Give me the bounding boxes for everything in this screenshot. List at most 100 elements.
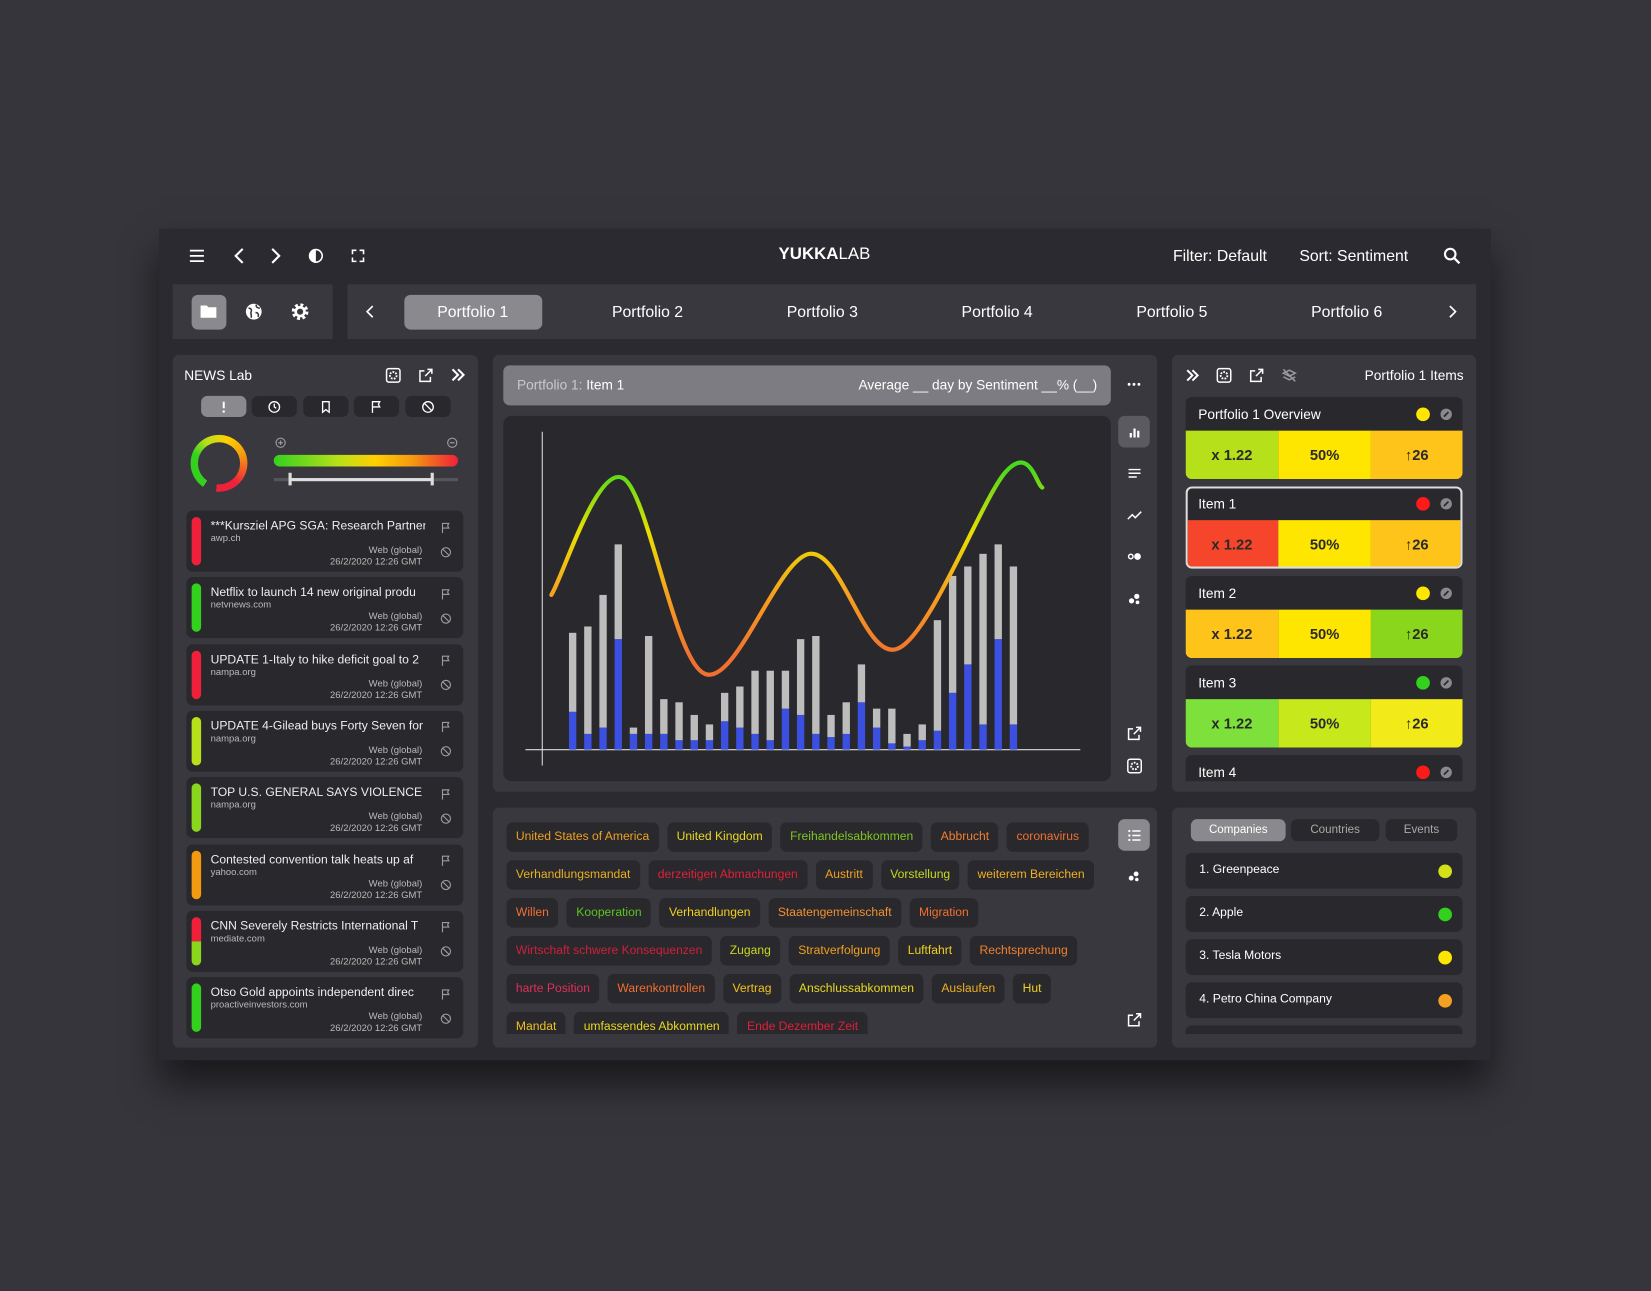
filter[interactable]: Filter: Default (1172, 247, 1267, 266)
tag[interactable]: harte Position (506, 973, 600, 1004)
portfolio-tab[interactable]: Portfolio 4 (961, 303, 1033, 322)
back-icon[interactable] (362, 303, 379, 320)
tag[interactable]: Abbrucht (931, 822, 999, 852)
gearbox-icon[interactable] (1125, 757, 1143, 775)
tag[interactable]: Mandat (506, 1011, 566, 1034)
flag-icon[interactable] (439, 654, 453, 668)
clock-icon[interactable] (266, 399, 282, 415)
minus-icon[interactable] (445, 435, 459, 449)
tag[interactable]: Warenkontrollen (607, 973, 715, 1004)
tag[interactable]: Anschlussabkommen (789, 973, 924, 1004)
edit-icon[interactable] (1439, 407, 1453, 421)
flag-icon[interactable] (439, 987, 453, 1001)
ext-icon[interactable] (1125, 1010, 1143, 1028)
item-card[interactable]: Item 3 x 1.22 50% ↑26 (1185, 665, 1463, 748)
flag-icon[interactable] (439, 854, 453, 868)
tag[interactable]: United Kingdom (667, 822, 773, 852)
edit-icon[interactable] (1439, 765, 1453, 779)
tag[interactable]: Luftfahrt (898, 936, 962, 966)
tag[interactable]: coronavirus (1007, 822, 1089, 852)
scatter-icon[interactable] (1126, 868, 1143, 885)
block-icon[interactable] (439, 811, 453, 825)
list-tab[interactable]: Companies (1190, 819, 1286, 842)
block-icon[interactable] (439, 745, 453, 759)
gearbox-icon[interactable] (1215, 366, 1233, 384)
dbl-icon[interactable] (449, 365, 468, 384)
ext-icon[interactable] (1125, 724, 1143, 742)
edit-icon[interactable] (1439, 586, 1453, 600)
tag[interactable]: Zugang (720, 936, 781, 966)
portfolio-tab[interactable]: Portfolio 6 (1311, 303, 1383, 322)
news-card[interactable] (186, 577, 464, 639)
flag-icon[interactable] (439, 521, 453, 535)
tag[interactable]: Rechtsprechung (970, 936, 1078, 966)
tag[interactable]: United States of America (506, 822, 659, 852)
block-icon[interactable] (439, 1011, 453, 1025)
blockw-icon[interactable] (420, 399, 436, 415)
news-card[interactable] (186, 977, 464, 1039)
back-icon[interactable] (230, 245, 251, 266)
item-card[interactable]: Item 1 x 1.22 50% ↑26 (1185, 486, 1463, 569)
slider-handle[interactable] (288, 472, 292, 486)
tag[interactable]: Auslaufen (931, 973, 1005, 1004)
block-icon[interactable] (439, 678, 453, 692)
fwd-icon[interactable] (264, 245, 285, 266)
ext-icon[interactable] (1247, 366, 1265, 384)
flag-icon[interactable] (439, 721, 453, 735)
dots-icon[interactable] (1125, 547, 1143, 565)
list-row[interactable]: 3. Tesla Motors (1185, 939, 1463, 976)
hide-icon[interactable] (1280, 366, 1298, 384)
lines-icon[interactable] (1125, 464, 1143, 482)
flag-icon[interactable] (439, 787, 453, 801)
tag[interactable]: Migration (909, 898, 979, 928)
list-tab[interactable]: Events (1385, 819, 1458, 842)
tag[interactable]: Staatengemeinschaft (768, 898, 902, 928)
bang-icon[interactable] (215, 399, 231, 415)
portfolio-tab[interactable]: Portfolio 1 (437, 303, 509, 322)
tab-active-bg[interactable] (404, 294, 543, 330)
tag[interactable]: Freihandelsabkommen (780, 822, 923, 852)
news-card[interactable] (186, 843, 464, 905)
list-tab[interactable]: Countries (1290, 819, 1380, 842)
list-row[interactable]: 1. Greenpeace (1185, 852, 1463, 889)
news-card[interactable] (186, 510, 464, 572)
gearbox-icon[interactable] (384, 366, 402, 384)
tag[interactable]: Ende Dezember Zeit (737, 1011, 868, 1034)
news-card[interactable] (186, 643, 464, 706)
dbl-icon[interactable] (1183, 366, 1201, 384)
bars-icon[interactable] (1125, 423, 1143, 441)
block-icon[interactable] (439, 878, 453, 892)
more-icon[interactable] (1126, 376, 1143, 393)
folder-icon[interactable] (198, 301, 219, 322)
tag[interactable]: umfassendes Abkommen (574, 1011, 730, 1034)
contrast-icon[interactable] (306, 246, 325, 265)
list-icon[interactable] (1125, 826, 1143, 844)
tag[interactable]: Wirtschaft schwere Konsequenzen (506, 936, 712, 966)
item-card[interactable]: Item 4 (1185, 754, 1463, 782)
tag[interactable]: Verhandlungsmandat (506, 860, 640, 890)
tag[interactable]: Willen (506, 898, 559, 928)
tag[interactable]: Vertrag (722, 973, 781, 1004)
portfolio-tab[interactable]: Portfolio 2 (611, 303, 684, 322)
gear-icon[interactable] (290, 301, 311, 322)
full-icon[interactable] (349, 246, 368, 265)
block-icon[interactable] (439, 545, 453, 559)
menu-icon[interactable] (186, 245, 207, 266)
fwd-icon[interactable] (1444, 303, 1461, 320)
ext-icon[interactable] (416, 366, 434, 384)
plus-icon[interactable] (273, 435, 287, 449)
item-card[interactable]: Item 2 x 1.22 50% ↑26 (1185, 575, 1463, 659)
tag[interactable]: Kooperation (566, 898, 652, 928)
linechart-icon[interactable] (1125, 506, 1143, 524)
slider-range[interactable] (289, 478, 433, 482)
scatter-icon[interactable] (1125, 589, 1143, 607)
flagw-icon[interactable] (368, 399, 384, 415)
news-card[interactable] (186, 910, 464, 972)
tag[interactable]: Verhandlungen (659, 898, 760, 928)
tag[interactable]: weiterem Bereichen (968, 860, 1095, 890)
portfolio-tab[interactable]: Portfolio 5 (1136, 303, 1208, 322)
bookmark-icon[interactable] (317, 399, 333, 415)
slider-handle[interactable] (430, 472, 434, 486)
news-card[interactable] (186, 777, 464, 839)
tag[interactable]: derzeitigen Abmachungen (648, 860, 808, 890)
